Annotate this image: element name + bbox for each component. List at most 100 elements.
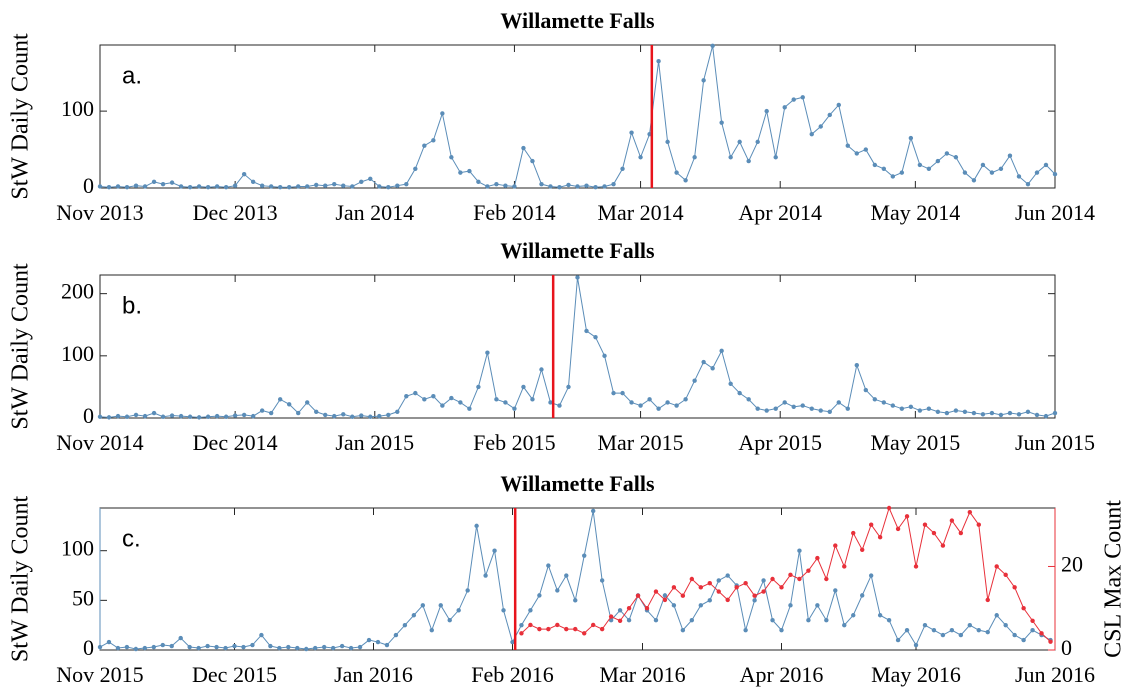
- data-point: [277, 645, 282, 651]
- data-point: [967, 509, 973, 515]
- data-point: [1016, 174, 1022, 179]
- data-point: [214, 644, 219, 650]
- data-point: [710, 43, 715, 48]
- data-point: [241, 412, 247, 418]
- x-tick-label: Feb 2015: [473, 430, 556, 455]
- data-point: [528, 622, 533, 628]
- x-tick-label: Jan 2014: [335, 200, 414, 225]
- data-point: [169, 413, 175, 418]
- data-point: [913, 564, 919, 569]
- data-point: [521, 384, 526, 390]
- data-point: [701, 359, 706, 365]
- data-point: [241, 171, 247, 177]
- plot-frame: [99, 44, 1056, 189]
- data-point: [674, 170, 679, 175]
- data-point: [537, 626, 542, 632]
- data-point: [503, 183, 508, 188]
- data-point: [548, 184, 553, 189]
- data-point: [250, 179, 256, 185]
- data-point: [638, 403, 643, 408]
- panel-title: Willamette Falls: [500, 471, 655, 496]
- data-point: [232, 183, 238, 188]
- data-point: [223, 414, 229, 419]
- x-tick-label: Jun 2014: [1015, 200, 1095, 225]
- data-point: [680, 593, 686, 598]
- data-point: [512, 184, 517, 189]
- data-point: [737, 139, 742, 145]
- data-point: [949, 627, 955, 633]
- data-point: [752, 598, 757, 603]
- data-point: [845, 143, 850, 148]
- data-point: [710, 366, 715, 371]
- data-point: [824, 576, 829, 582]
- data-point: [474, 523, 479, 529]
- data-point: [357, 644, 363, 650]
- data-point: [860, 547, 865, 552]
- data-point: [449, 155, 454, 160]
- data-point: [1030, 627, 1035, 633]
- data-point: [332, 413, 337, 419]
- y-axis-label: StW Daily Count: [8, 496, 34, 663]
- data-point: [913, 642, 919, 648]
- data-point: [1012, 632, 1017, 638]
- data-point: [386, 412, 391, 418]
- data-point: [626, 606, 632, 611]
- data-point: [662, 597, 668, 603]
- data-point: [611, 390, 616, 396]
- data-point: [851, 530, 856, 536]
- data-point: [286, 402, 292, 407]
- data-point: [818, 408, 823, 413]
- x-tick-label: Nov 2015: [56, 662, 143, 687]
- data-point: [692, 155, 697, 160]
- data-point: [124, 185, 130, 190]
- data-point: [305, 400, 310, 405]
- data-point: [931, 627, 937, 633]
- data-point: [791, 404, 796, 410]
- data-point: [268, 643, 273, 649]
- data-point: [908, 135, 914, 141]
- y-tick-label: 0: [83, 635, 94, 660]
- data-point: [1003, 572, 1008, 578]
- data-point: [296, 410, 301, 416]
- data-point: [662, 593, 668, 598]
- data-point: [725, 573, 730, 578]
- data-point: [422, 143, 427, 148]
- data-point: [97, 184, 103, 189]
- data-point: [877, 535, 883, 540]
- data-point: [305, 184, 310, 189]
- data-point: [366, 637, 372, 643]
- data-point: [295, 645, 300, 651]
- data-point: [940, 543, 946, 548]
- data-point: [833, 588, 838, 593]
- data-point: [539, 367, 544, 372]
- data-point: [698, 585, 703, 590]
- data-point: [151, 410, 157, 416]
- data-point: [881, 166, 887, 171]
- data-point: [671, 585, 677, 590]
- data-point: [332, 181, 337, 187]
- data-point: [782, 400, 787, 405]
- data-point: [860, 593, 865, 598]
- data-point: [899, 406, 905, 411]
- data-point: [151, 644, 157, 650]
- data-point: [467, 168, 472, 174]
- data-point: [994, 613, 999, 618]
- data-point: [368, 176, 373, 181]
- x-tick-label: May 2016: [871, 662, 961, 687]
- data-point: [895, 526, 901, 532]
- data-point: [671, 603, 677, 608]
- data-point: [958, 530, 964, 536]
- data-point: [106, 185, 112, 190]
- data-point: [827, 409, 832, 414]
- x-tick-label: Dec 2015: [192, 662, 277, 687]
- data-point: [438, 603, 443, 608]
- data-point: [582, 553, 587, 558]
- y-tick-label: 200: [61, 279, 94, 304]
- data-point: [833, 543, 838, 548]
- data-point: [809, 406, 814, 411]
- data-point: [377, 413, 382, 419]
- data-point: [530, 158, 535, 164]
- data-point: [931, 530, 937, 536]
- data-point: [449, 395, 454, 401]
- data-point: [692, 378, 697, 383]
